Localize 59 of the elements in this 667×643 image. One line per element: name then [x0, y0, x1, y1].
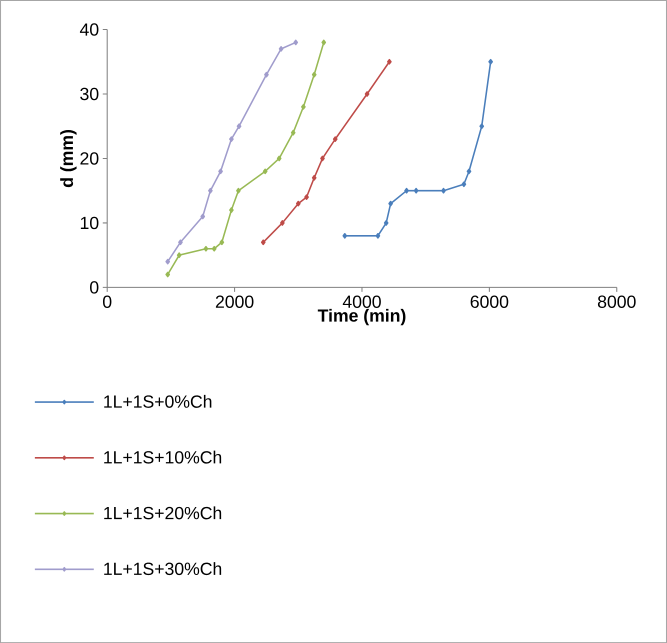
- y-tick-label: 40: [80, 23, 98, 36]
- point: [262, 168, 268, 174]
- point: [204, 246, 208, 252]
- point: [364, 91, 370, 97]
- point: [276, 156, 282, 162]
- point: [212, 246, 217, 252]
- point: [387, 58, 392, 65]
- point: [264, 72, 269, 78]
- y-tick-label: 30: [80, 88, 98, 100]
- point: [229, 136, 234, 142]
- point: [388, 200, 393, 206]
- point: [304, 194, 309, 200]
- point: [466, 168, 472, 174]
- point: [290, 130, 296, 136]
- point: [236, 123, 242, 129]
- point: [404, 188, 409, 194]
- point: [218, 168, 223, 174]
- point: [200, 214, 206, 220]
- y-tick-label: 0: [90, 281, 98, 294]
- point: [280, 220, 285, 226]
- point: [296, 200, 301, 206]
- y-axis-title: d (mm): [60, 130, 77, 188]
- y-tick-label: 20: [80, 152, 98, 165]
- point: [278, 46, 284, 52]
- legend-label: 1L+1S+30%Ch: [104, 562, 222, 575]
- point: [178, 239, 183, 246]
- x-tick-label: 8000: [598, 295, 636, 308]
- point: [260, 239, 266, 246]
- legend-label: 1L+1S+20%Ch: [104, 506, 222, 520]
- point: [384, 220, 389, 226]
- point: [479, 123, 484, 129]
- point: [414, 188, 418, 194]
- point: [376, 232, 380, 239]
- x-tick-label: 2000: [216, 295, 254, 308]
- point: [320, 156, 325, 162]
- x-tick-label: 4000: [342, 295, 381, 308]
- point: [176, 252, 182, 258]
- x-axis-title: Time (min): [318, 308, 406, 326]
- point: [301, 104, 306, 110]
- legend-label: 1L+1S+0%Ch: [104, 394, 212, 408]
- x-tick-label: 6000: [470, 295, 508, 308]
- y-tick-label: 10: [80, 216, 98, 230]
- point: [236, 188, 241, 194]
- point: [165, 272, 170, 278]
- point: [441, 188, 446, 194]
- point: [462, 181, 466, 188]
- point: [220, 239, 224, 246]
- point: [165, 258, 170, 264]
- point: [488, 58, 493, 65]
- point: [208, 188, 213, 194]
- x-tick-label: 0: [102, 295, 112, 308]
- point: [229, 207, 234, 213]
- legend-label: 1L+1S+10%Ch: [104, 450, 222, 464]
- point: [293, 39, 298, 46]
- point: [342, 232, 348, 239]
- point: [332, 136, 338, 142]
- point: [321, 39, 326, 46]
- point: [312, 174, 317, 181]
- point: [312, 72, 317, 78]
